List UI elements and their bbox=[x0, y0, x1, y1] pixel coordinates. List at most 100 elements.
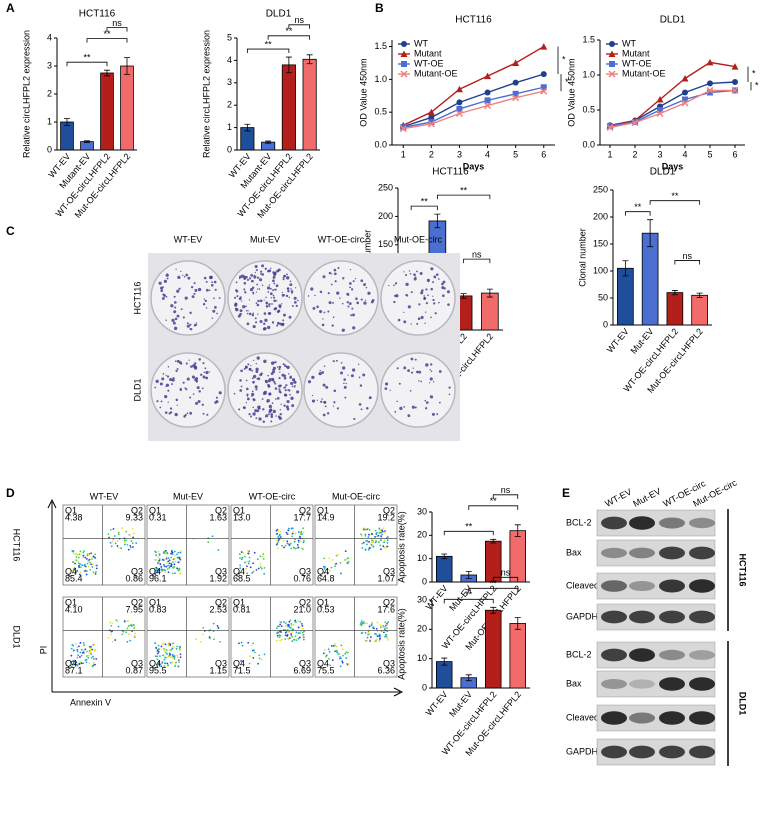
colony bbox=[246, 278, 250, 281]
flow-event bbox=[340, 644, 343, 647]
flow-event bbox=[240, 641, 243, 644]
flow-event bbox=[172, 561, 174, 563]
colony bbox=[307, 295, 310, 297]
quadrant-value: 0.86 bbox=[125, 573, 143, 583]
flow-event bbox=[156, 562, 159, 565]
x-tick-label: 6 bbox=[732, 149, 737, 159]
colony bbox=[360, 279, 364, 283]
colony bbox=[278, 368, 281, 371]
colony bbox=[360, 298, 363, 301]
flow-event bbox=[294, 635, 297, 638]
flow-event bbox=[262, 553, 265, 555]
flow-event bbox=[299, 533, 302, 535]
colony bbox=[243, 288, 246, 291]
flow-event bbox=[371, 532, 373, 535]
colony bbox=[264, 267, 267, 270]
colony bbox=[347, 374, 349, 376]
blot-band bbox=[659, 546, 685, 560]
colony bbox=[197, 287, 202, 292]
flow-event bbox=[387, 535, 389, 538]
flow-event bbox=[74, 663, 76, 665]
colony bbox=[246, 312, 249, 315]
colony bbox=[196, 386, 200, 390]
colony bbox=[350, 288, 354, 291]
flow-event bbox=[300, 622, 303, 625]
x-tick-label: 5 bbox=[513, 149, 518, 159]
culture-dish bbox=[303, 352, 379, 428]
flow-event bbox=[300, 530, 303, 533]
flow-event bbox=[241, 556, 244, 559]
blot-band bbox=[629, 648, 655, 662]
blot-band bbox=[659, 745, 685, 759]
y-axis-label: OD Value 450nm bbox=[566, 58, 576, 126]
colony bbox=[252, 406, 254, 409]
flow-event bbox=[127, 620, 130, 622]
colony bbox=[342, 366, 346, 370]
colony bbox=[286, 287, 290, 290]
flow-event bbox=[176, 556, 179, 559]
colony bbox=[254, 409, 258, 413]
flow-event bbox=[85, 661, 88, 664]
error-bar bbox=[490, 606, 497, 614]
flow-event bbox=[374, 529, 377, 532]
colony bbox=[198, 358, 201, 361]
flow-event bbox=[95, 571, 97, 573]
colony bbox=[351, 307, 354, 310]
flow-event bbox=[276, 634, 279, 637]
colony bbox=[165, 383, 170, 387]
flow-event bbox=[374, 536, 376, 538]
flow-event bbox=[87, 560, 90, 563]
colony bbox=[268, 413, 270, 416]
colony bbox=[245, 305, 247, 308]
quadrant-value: 0.31 bbox=[149, 512, 167, 522]
flow-event bbox=[91, 557, 93, 560]
colony bbox=[326, 412, 330, 415]
flow-event bbox=[286, 542, 289, 545]
flow-event bbox=[217, 627, 220, 629]
quadrant-value: 1.15 bbox=[209, 665, 227, 675]
significance-label: ** bbox=[421, 197, 429, 207]
line-marker bbox=[484, 89, 491, 96]
flow-event bbox=[323, 572, 326, 574]
flow-event bbox=[88, 558, 91, 561]
colony bbox=[202, 362, 205, 365]
flow-event bbox=[202, 633, 204, 636]
flow-event bbox=[157, 559, 159, 562]
bar bbox=[281, 64, 296, 151]
flow-event bbox=[347, 663, 350, 665]
flow-event bbox=[169, 643, 172, 646]
colony bbox=[347, 305, 350, 308]
flow-event bbox=[154, 642, 156, 644]
flow-event bbox=[366, 540, 369, 542]
flow-event bbox=[126, 620, 129, 622]
blot-band bbox=[689, 546, 715, 560]
flow-event bbox=[94, 553, 97, 556]
flow-column-label: Mut-OE-circ bbox=[332, 491, 380, 501]
flow-event bbox=[386, 636, 389, 639]
colony bbox=[270, 413, 274, 416]
quadrant-value: 1.63 bbox=[209, 512, 227, 522]
colony bbox=[282, 319, 285, 322]
flow-event bbox=[88, 651, 91, 654]
colony bbox=[256, 276, 260, 279]
flow-event bbox=[76, 649, 79, 651]
flow-event bbox=[170, 556, 173, 559]
colony bbox=[186, 377, 190, 381]
flow-event bbox=[78, 566, 81, 568]
colony bbox=[239, 309, 243, 313]
colony bbox=[384, 382, 389, 386]
colony bbox=[192, 393, 195, 395]
colony bbox=[269, 312, 272, 315]
flow-event bbox=[79, 656, 81, 658]
flow-event bbox=[179, 656, 182, 659]
quadrant-name: Q2 bbox=[299, 597, 311, 607]
colony bbox=[243, 406, 246, 410]
colony bbox=[430, 287, 433, 291]
colony bbox=[187, 276, 191, 280]
colony bbox=[411, 405, 415, 409]
colony bbox=[410, 291, 413, 294]
colony bbox=[249, 415, 252, 418]
colony bbox=[429, 377, 433, 381]
colony bbox=[268, 392, 272, 396]
colony bbox=[184, 296, 188, 300]
